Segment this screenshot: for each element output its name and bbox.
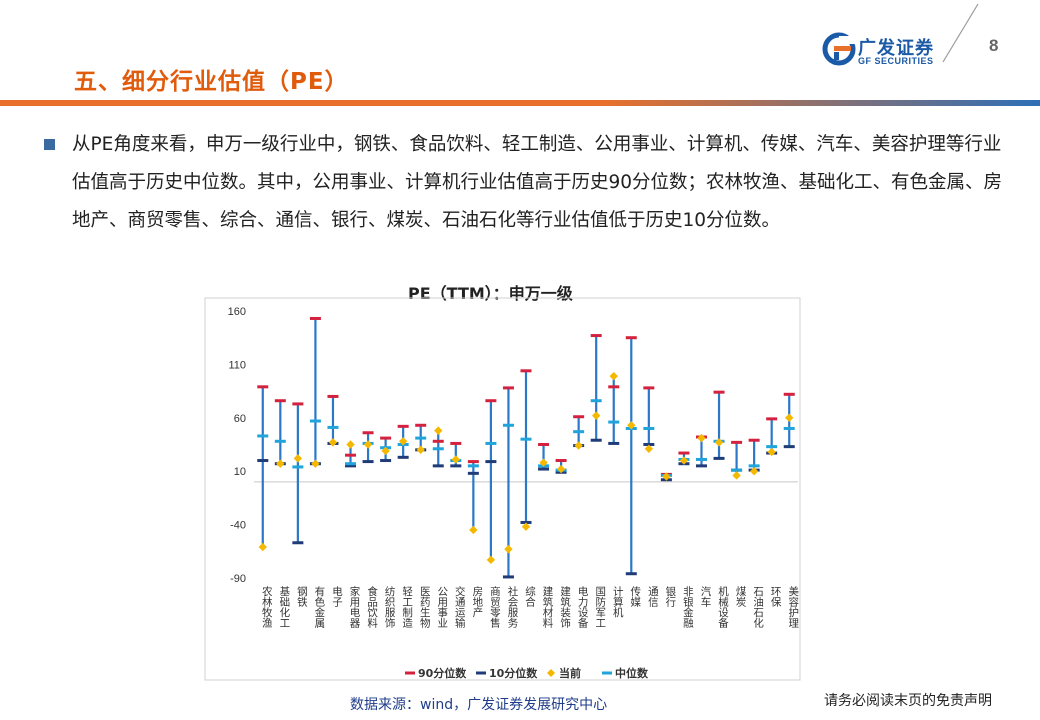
x-tick-label: 农林牧渔 xyxy=(261,585,273,629)
x-tick-label: 房地产 xyxy=(471,585,483,618)
current-marker xyxy=(416,445,425,455)
current-marker xyxy=(627,421,636,430)
disclaimer: 请务必阅读末页的免责声明 xyxy=(824,693,992,709)
current-marker xyxy=(591,411,601,420)
current-marker xyxy=(469,525,478,535)
current-marker xyxy=(662,472,671,481)
legend-swatch xyxy=(547,669,555,677)
x-tick-label: 计算机 xyxy=(612,585,624,618)
legend-label: 90分位数 xyxy=(418,666,467,680)
x-tick-label: 基础化工 xyxy=(278,585,290,628)
current-marker xyxy=(346,440,355,449)
x-tick-label: 医药生物 xyxy=(419,586,431,629)
page-title: 五、细分行业估值（PE） xyxy=(74,69,349,95)
x-tick-label: 建筑装饰 xyxy=(559,585,571,629)
chart-frame xyxy=(204,297,801,681)
current-marker xyxy=(258,542,267,552)
page-number: 8 xyxy=(989,36,999,55)
x-tick-label: 家用电器 xyxy=(349,585,361,629)
current-marker xyxy=(311,459,320,468)
current-marker xyxy=(644,444,654,453)
current-marker xyxy=(486,555,496,565)
x-tick-label: 轻工制造 xyxy=(401,585,413,628)
current-marker xyxy=(767,447,776,457)
title-divider-bar xyxy=(0,100,1040,106)
current-marker xyxy=(328,438,338,447)
legend-label: 中位数 xyxy=(615,666,649,680)
current-marker xyxy=(697,433,706,443)
body-paragraph: 从PE角度来看，申万一级行业中，钢铁、食品饮料、轻工制造、公用事业、计算机、传媒… xyxy=(72,134,1003,231)
x-tick-label: 石油石化 xyxy=(752,586,764,629)
brand-logo: 广发证券 GF SECURITIES xyxy=(822,32,942,68)
logo-chinese-text: 广发证券 xyxy=(858,38,934,59)
y-tick-label: 110 xyxy=(228,359,246,371)
current-marker xyxy=(539,458,548,467)
legend-label: 当前 xyxy=(559,666,581,680)
current-marker xyxy=(398,437,408,446)
x-tick-label: 煤炭 xyxy=(735,585,747,608)
x-tick-label: 机械设备 xyxy=(717,585,729,629)
x-tick-label: 银行 xyxy=(664,585,676,608)
y-tick-label: 10 xyxy=(234,466,246,478)
x-tick-label: 有色金属 xyxy=(313,585,325,629)
current-marker xyxy=(749,467,759,476)
data-source: 数据来源：wind，广发证券发展研究中心 xyxy=(350,697,608,713)
current-marker xyxy=(434,426,443,435)
x-tick-label: 纺织服饰 xyxy=(384,585,396,629)
gf-logo-icon xyxy=(822,32,856,66)
current-marker xyxy=(732,471,741,480)
x-tick-label: 建筑材料 xyxy=(542,585,554,629)
current-marker xyxy=(556,464,566,474)
x-tick-label: 食品饮料 xyxy=(366,585,378,629)
header-diagonal-line xyxy=(942,3,979,63)
current-marker xyxy=(381,446,390,456)
x-tick-label: 综合 xyxy=(524,585,536,608)
x-tick-label: 环保 xyxy=(770,586,782,608)
x-tick-label: 交通运输 xyxy=(454,585,466,629)
x-tick-label: 国防军工 xyxy=(594,586,606,628)
x-tick-label: 钢铁 xyxy=(296,585,308,608)
x-tick-label: 通信 xyxy=(647,586,659,608)
logo-english-text: GF SECURITIES xyxy=(858,56,934,66)
y-tick-label: 160 xyxy=(228,306,246,318)
current-marker xyxy=(276,459,285,468)
y-tick-label: -90 xyxy=(230,573,246,585)
y-tick-label: 60 xyxy=(234,413,246,425)
x-tick-label: 公用事业 xyxy=(436,586,448,628)
x-tick-label: 传媒 xyxy=(629,586,641,608)
current-marker xyxy=(679,456,689,465)
legend-label: 10分位数 xyxy=(489,666,538,680)
current-marker xyxy=(714,438,724,447)
current-marker xyxy=(451,455,461,464)
current-marker xyxy=(574,441,583,450)
x-tick-label: 美容护理 xyxy=(787,585,799,628)
current-marker xyxy=(521,522,531,531)
y-tick-label: -40 xyxy=(230,520,246,532)
x-tick-label: 商贸零售 xyxy=(489,585,501,629)
current-marker xyxy=(504,544,513,554)
x-tick-label: 社会服务 xyxy=(506,585,518,629)
current-marker xyxy=(609,371,618,381)
x-tick-label: 汽车 xyxy=(699,585,711,608)
x-tick-label: 电子 xyxy=(331,585,343,607)
x-tick-label: 电力设备 xyxy=(577,585,589,629)
x-tick-label: 非银金融 xyxy=(682,586,694,629)
current-marker xyxy=(785,413,794,422)
current-marker xyxy=(293,454,303,463)
bullet-square-icon xyxy=(44,139,55,150)
current-marker xyxy=(363,440,373,449)
